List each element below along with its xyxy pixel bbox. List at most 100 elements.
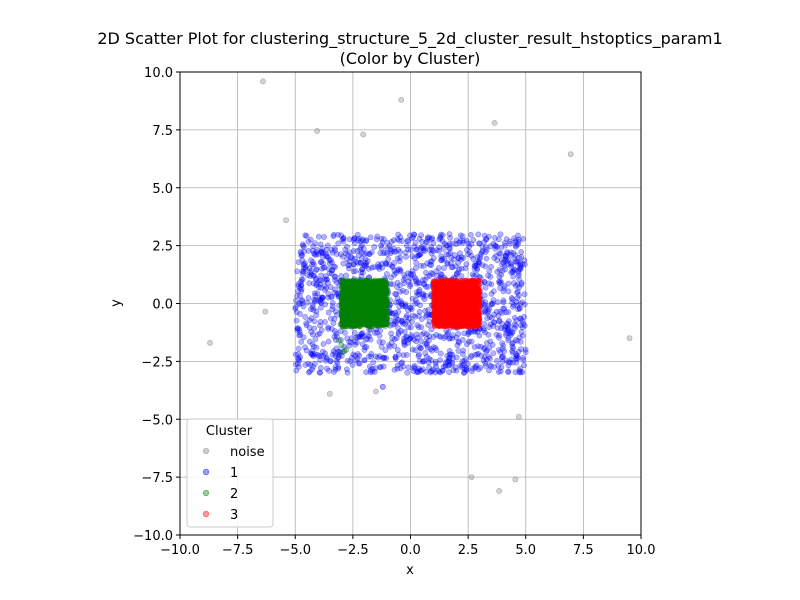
data-point-1: [363, 369, 369, 376]
x-tick-label: 0.0: [400, 543, 421, 558]
data-point-2: [338, 303, 345, 310]
data-point-1: [511, 321, 518, 328]
data-point-noise: [512, 476, 519, 483]
data-point-1: [400, 352, 407, 359]
data-point-noise: [207, 339, 213, 346]
data-point-1: [491, 255, 498, 261]
data-point-1: [348, 335, 355, 342]
data-point-1: [365, 265, 372, 272]
data-point-1: [514, 295, 521, 301]
data-point-1: [311, 298, 318, 305]
data-point-1: [429, 235, 436, 241]
data-point-1: [386, 342, 392, 349]
x-tick-label: 7.5: [573, 543, 594, 558]
data-point-1: [344, 369, 351, 376]
data-point-1: [512, 369, 519, 376]
data-point-1: [366, 333, 372, 340]
data-point-1: [428, 326, 435, 333]
data-point-1: [388, 274, 395, 281]
data-point-1: [479, 262, 486, 268]
data-point-1: [351, 235, 358, 242]
data-point-1: [424, 344, 431, 351]
data-point-1: [332, 366, 339, 373]
data-point-1: [457, 362, 464, 369]
data-point-2: [364, 283, 370, 290]
y-tick-label: 5.0: [152, 182, 173, 197]
data-point-1: [397, 288, 404, 295]
data-point-1: [407, 281, 414, 288]
y-tick-label: −2.5: [141, 355, 173, 370]
data-point-1: [313, 266, 320, 273]
data-point-1: [317, 241, 324, 248]
data-point-1: [292, 351, 299, 358]
data-point-1: [323, 357, 329, 364]
data-point-2: [363, 321, 370, 327]
data-point-1: [425, 359, 432, 366]
data-point-1: [412, 297, 419, 303]
data-point-1: [300, 334, 307, 341]
data-point-1: [430, 248, 437, 254]
data-point-1: [397, 234, 404, 241]
data-point-2: [368, 305, 375, 312]
data-point-1: [458, 265, 465, 272]
data-point-1: [378, 242, 384, 249]
data-point-1: [425, 284, 432, 290]
data-point-noise: [468, 474, 475, 480]
data-point-1: [329, 299, 336, 306]
data-point-1: [425, 322, 432, 328]
data-point-1: [371, 244, 378, 250]
data-point-2: [364, 313, 371, 319]
data-point-1: [485, 308, 492, 314]
data-point-1: [463, 341, 470, 348]
data-point-3: [474, 281, 481, 288]
data-point-1: [476, 332, 483, 339]
data-point-1: [440, 335, 447, 341]
data-point-1: [459, 358, 466, 364]
data-point-1: [521, 291, 528, 298]
y-tick-label: 2.5: [152, 240, 173, 255]
data-point-1: [390, 237, 397, 243]
data-point-1: [441, 256, 448, 262]
data-point-1: [505, 288, 512, 295]
data-point-1: [517, 265, 524, 272]
data-point-1: [438, 257, 444, 264]
series-1: [292, 231, 529, 390]
data-point-1: [396, 303, 403, 310]
data-point-1: [391, 321, 398, 327]
data-point-1: [400, 338, 407, 345]
x-axis-label: x: [406, 563, 414, 578]
data-point-1: [404, 369, 411, 376]
data-point-1: [300, 265, 307, 272]
data-point-1: [318, 272, 325, 279]
data-point-1: [318, 365, 324, 371]
data-point-1: [521, 362, 527, 369]
data-point-3: [467, 299, 473, 306]
data-point-1: [403, 289, 410, 295]
data-point-1: [342, 246, 349, 253]
data-point-1: [307, 236, 314, 243]
data-point-1: [439, 232, 446, 239]
data-point-1: [391, 366, 398, 373]
data-point-1: [509, 349, 516, 356]
data-point-3: [445, 285, 452, 291]
data-point-1: [318, 300, 325, 306]
data-point-1: [509, 329, 516, 335]
data-point-2: [381, 278, 387, 284]
data-point-1: [398, 360, 405, 367]
data-point-1: [489, 301, 495, 308]
data-point-3: [456, 322, 463, 329]
data-point-1: [401, 329, 408, 335]
data-point-1: [472, 351, 479, 358]
data-point-1: [496, 273, 503, 280]
data-point-1: [475, 231, 482, 238]
data-point-1: [508, 261, 514, 268]
data-point-1: [500, 288, 507, 295]
data-point-3: [476, 294, 482, 300]
data-point-1: [394, 279, 401, 286]
data-point-1: [361, 251, 367, 257]
data-point-noise: [496, 488, 503, 494]
data-point-1: [385, 256, 392, 262]
data-point-2: [383, 288, 390, 295]
data-point-1: [471, 344, 478, 350]
